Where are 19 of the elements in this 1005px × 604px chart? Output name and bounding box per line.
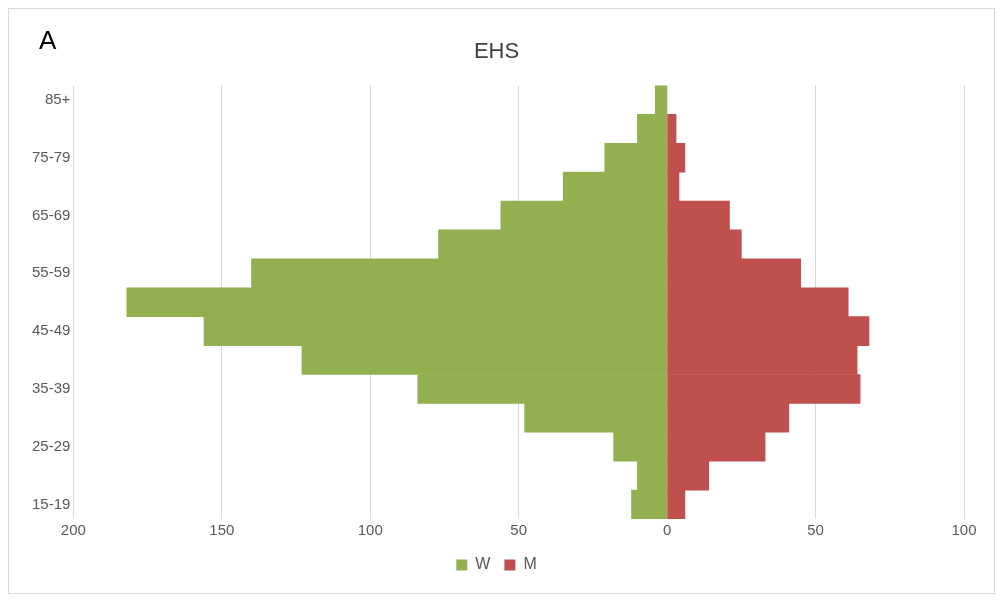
chart-title: EHS — [473, 38, 520, 64]
x-tick-label: 150 — [209, 521, 235, 539]
y-tick-label: 35-39 — [31, 379, 71, 397]
y-tick-label: 45-49 — [31, 321, 71, 339]
x-tick-label: 100 — [357, 521, 383, 539]
x-tick-label: 0 — [662, 521, 672, 539]
y-tick-label: 65-69 — [31, 205, 71, 223]
y-tick-label: 85+ — [44, 89, 71, 107]
x-tick-label: 100 — [951, 521, 977, 539]
x-tick-label: 50 — [510, 521, 528, 539]
legend-label: W — [475, 555, 492, 573]
y-tick-label: 75-79 — [31, 147, 71, 165]
y-tick-label: 55-59 — [31, 263, 71, 281]
y-tick-label: 25-29 — [31, 436, 71, 454]
x-tick-label: 50 — [807, 521, 824, 539]
y-tick-label: 15-19 — [31, 494, 71, 512]
x-tick-label: 200 — [60, 521, 86, 539]
legend-label: M — [523, 555, 537, 573]
text: A — [39, 25, 57, 56]
